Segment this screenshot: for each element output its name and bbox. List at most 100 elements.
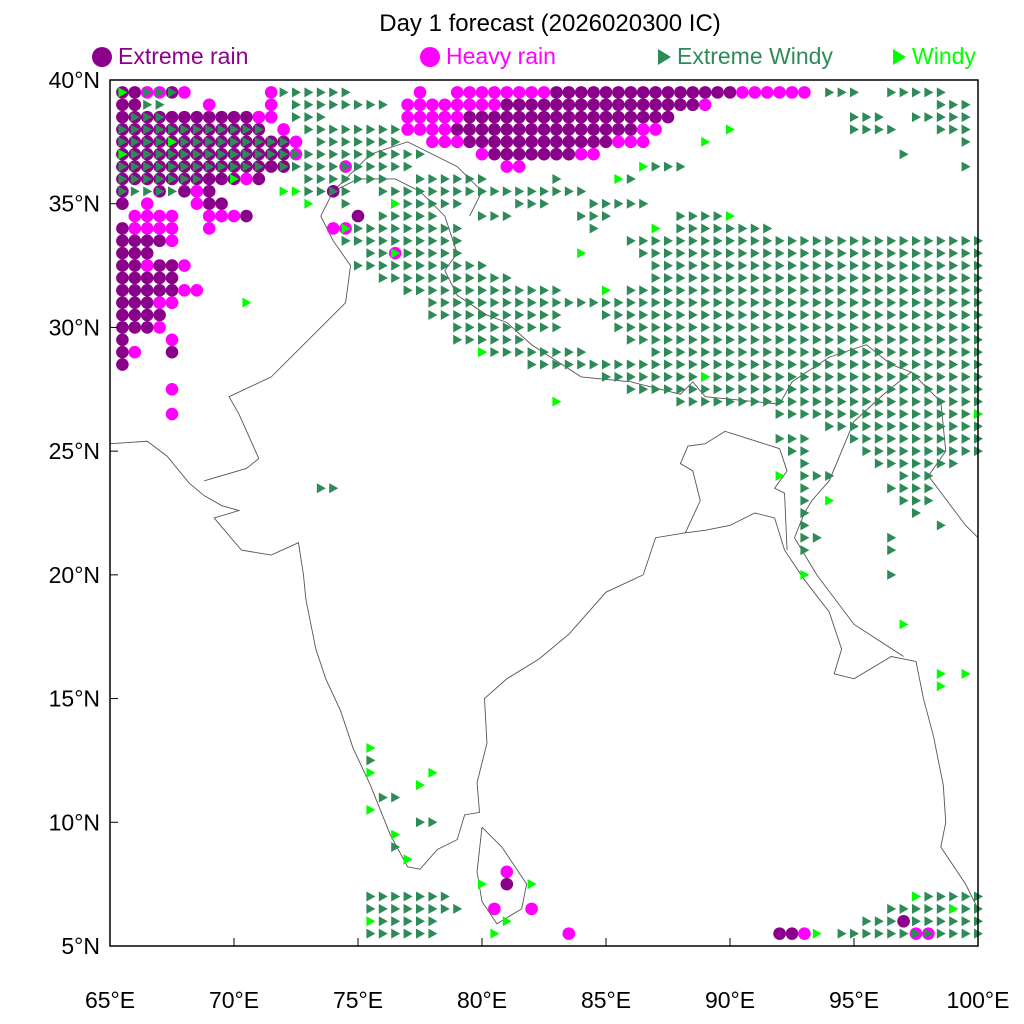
extreme-windy-marker (676, 161, 686, 172)
extreme-windy-marker (688, 384, 698, 395)
extreme-windy-marker (899, 297, 909, 308)
heavy-rain-marker (401, 123, 414, 136)
x-tick-label: 85°E (581, 987, 631, 1013)
extreme-windy-marker (292, 161, 301, 172)
extreme-rain-marker (190, 110, 204, 124)
extreme-windy-marker (961, 285, 971, 296)
extreme-windy-marker (378, 124, 388, 135)
extreme-windy-marker (961, 384, 971, 395)
extreme-windy-marker (812, 260, 822, 271)
extreme-windy-marker (887, 545, 897, 556)
extreme-windy-marker (850, 928, 859, 939)
extreme-windy-marker (825, 87, 835, 98)
extreme-rain-marker (116, 333, 129, 347)
extreme-windy-marker (192, 136, 202, 147)
extreme-windy-marker (788, 334, 797, 345)
extreme-rain-marker (785, 927, 799, 940)
extreme-windy-marker (230, 161, 239, 172)
extreme-windy-marker (515, 285, 525, 296)
extreme-windy-marker (812, 322, 822, 333)
extreme-windy-marker (726, 235, 735, 246)
extreme-windy-marker (775, 409, 785, 420)
extreme-windy-marker (825, 396, 835, 407)
heavy-rain-marker (438, 123, 452, 136)
extreme-windy-marker (775, 371, 785, 382)
extreme-windy-marker (738, 260, 748, 271)
extreme-windy-marker (713, 347, 723, 358)
extreme-rain-marker (698, 86, 712, 99)
extreme-windy-marker (800, 409, 810, 420)
extreme-windy-marker (589, 198, 599, 209)
extreme-windy-marker (341, 235, 351, 246)
extreme-windy-marker (899, 149, 909, 160)
extreme-windy-marker (416, 903, 425, 914)
extreme-rain-marker (550, 135, 563, 149)
extreme-windy-marker (527, 347, 537, 358)
extreme-windy-marker (378, 272, 388, 283)
extreme-windy-marker (763, 223, 773, 234)
extreme-windy-marker (713, 272, 723, 283)
extreme-windy-marker (961, 903, 971, 914)
extreme-windy-marker (862, 124, 872, 135)
extreme-windy-marker (961, 396, 971, 407)
extreme-windy-marker (465, 285, 475, 296)
windy-marker (812, 928, 822, 939)
extreme-windy-marker (366, 124, 376, 135)
extreme-windy-marker (391, 149, 401, 160)
heavy-rain-marker (512, 160, 526, 173)
extreme-windy-marker (961, 334, 971, 345)
extreme-windy-marker (788, 310, 797, 321)
extreme-windy-marker (701, 359, 711, 370)
extreme-windy-marker (242, 136, 252, 147)
extreme-windy-marker (651, 310, 661, 321)
extreme-windy-marker (378, 211, 388, 222)
extreme-rain-marker (574, 110, 588, 124)
extreme-windy-marker (800, 235, 810, 246)
extreme-windy-marker (775, 396, 785, 407)
extreme-windy-marker (403, 285, 413, 296)
heavy-rain-marker (488, 98, 501, 112)
extreme-windy-marker (453, 186, 463, 197)
extreme-windy-marker (626, 310, 636, 321)
extreme-windy-marker (750, 297, 760, 308)
extreme-windy-marker (478, 334, 487, 345)
extreme-windy-marker (515, 322, 525, 333)
windy-marker (527, 879, 537, 890)
extreme-windy-marker (713, 322, 723, 333)
extreme-windy-marker (812, 532, 822, 543)
extreme-rain-marker (537, 98, 551, 112)
extreme-windy-marker (540, 285, 549, 296)
extreme-windy-marker (391, 842, 401, 853)
extreme-windy-marker (750, 223, 760, 234)
extreme-windy-marker (329, 136, 339, 147)
extreme-rain-marker (153, 284, 166, 297)
extreme-windy-marker (676, 211, 686, 222)
extreme-windy-marker (750, 396, 760, 407)
legend-label: Extreme Windy (677, 43, 833, 69)
y-tick-label: 25°N (49, 438, 100, 464)
heavy-rain-marker (438, 110, 452, 124)
extreme-windy-marker (378, 903, 388, 914)
extreme-windy-marker (837, 235, 847, 246)
extreme-rain-marker (624, 98, 638, 112)
extreme-windy-marker (143, 87, 153, 98)
heavy-rain-marker (165, 407, 179, 421)
extreme-windy-marker (961, 124, 971, 135)
extreme-rain-marker (512, 123, 526, 136)
extreme-windy-marker (502, 211, 512, 222)
extreme-windy-marker (168, 173, 177, 184)
extreme-windy-marker (788, 347, 797, 358)
extreme-windy-marker (874, 433, 884, 444)
extreme-windy-marker (453, 334, 463, 345)
extreme-windy-marker (800, 260, 810, 271)
extreme-windy-marker (130, 149, 140, 160)
extreme-windy-marker (800, 508, 810, 518)
extreme-windy-marker (713, 235, 723, 246)
extreme-windy-marker (440, 272, 450, 283)
windy-marker (602, 285, 611, 296)
y-tick-label: 30°N (49, 314, 100, 340)
extreme-windy-marker (527, 297, 537, 308)
legend-heavy-rain: Heavy rain (420, 43, 556, 70)
heavy-rain-marker (438, 135, 452, 149)
extreme-rain-marker (202, 110, 216, 124)
